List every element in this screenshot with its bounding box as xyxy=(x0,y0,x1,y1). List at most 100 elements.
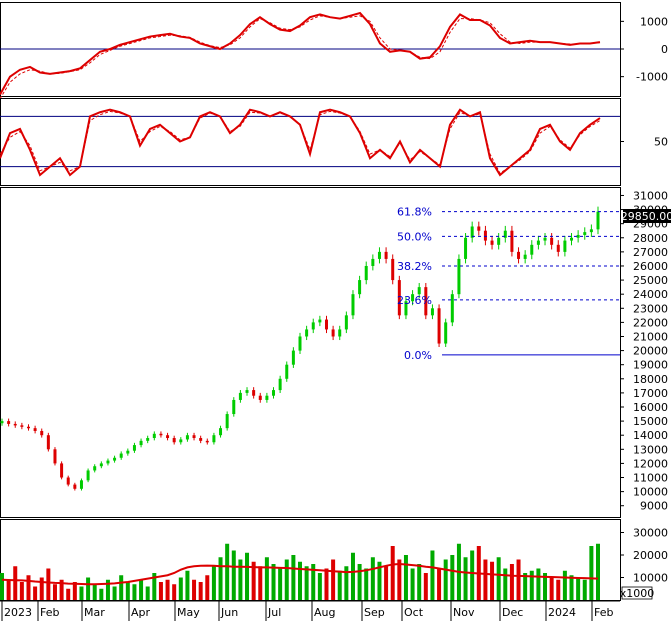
volume-bar xyxy=(99,588,104,600)
price-tick-label: 10000 xyxy=(633,486,668,499)
price-candle-body xyxy=(13,423,17,426)
price-candle-body xyxy=(166,435,170,439)
price-candle-body xyxy=(530,244,534,255)
price-tick-label: 9000 xyxy=(640,500,668,513)
volume-moving-average xyxy=(1,562,599,586)
volume-bar xyxy=(569,575,574,600)
volume-bar xyxy=(13,566,18,600)
price-frame xyxy=(0,187,621,518)
oscillator-top-series-1 xyxy=(0,11,601,96)
price-tick-label: 18000 xyxy=(633,373,668,386)
price-candle-body xyxy=(417,287,421,295)
price-tick-label: 21000 xyxy=(633,330,668,343)
price-candle-body xyxy=(113,457,117,461)
price-candle-body xyxy=(40,430,44,436)
oscillator-top-tick-label: -1000 xyxy=(636,71,668,84)
volume-bar xyxy=(231,550,236,600)
volume-bar xyxy=(344,566,349,600)
volume-bar xyxy=(192,579,197,600)
price-candle-body xyxy=(26,426,30,429)
time-axis-label: Feb xyxy=(594,606,613,619)
price-candle-body xyxy=(450,294,454,323)
price-tick-label: 26000 xyxy=(633,260,668,273)
volume-bar xyxy=(198,582,203,600)
oscillator-middle-series-2 xyxy=(0,110,601,175)
volume-bar xyxy=(112,586,117,600)
price-candle-body xyxy=(523,254,527,259)
price-candle-body xyxy=(517,251,521,259)
volume-bar xyxy=(264,557,269,600)
price-candle-body xyxy=(73,484,77,489)
price-candle-body xyxy=(424,287,428,316)
volume-bar xyxy=(496,557,501,600)
price-candle-body xyxy=(199,438,203,441)
price-candle-body xyxy=(285,364,289,379)
price-candle-body xyxy=(536,240,540,245)
volume-bar xyxy=(145,586,150,600)
volume-bar xyxy=(576,577,581,600)
volume-bar xyxy=(490,561,495,600)
volume-bar xyxy=(390,546,395,600)
volume-bar xyxy=(509,564,514,600)
price-candle-body xyxy=(245,390,249,393)
oscillator-middle-panel: 50 xyxy=(0,98,668,186)
price-candle-body xyxy=(0,421,4,424)
fibonacci-label: 61.8% xyxy=(397,206,432,219)
price-candle-body xyxy=(66,477,70,485)
volume-bar xyxy=(317,573,322,600)
volume-bar xyxy=(26,575,31,600)
volume-bar xyxy=(92,584,97,600)
price-candle-body xyxy=(291,350,295,365)
price-tick-label: 12000 xyxy=(633,457,668,470)
price-tick-label: 28000 xyxy=(633,232,668,245)
price-candle-body xyxy=(86,470,90,481)
volume-bar xyxy=(205,575,210,600)
price-candle-body xyxy=(272,390,276,396)
price-candle-body xyxy=(258,395,262,400)
price-candle-body xyxy=(570,237,574,241)
price-candle-body xyxy=(311,322,315,330)
time-axis-label: Jun xyxy=(220,606,238,619)
volume-bar xyxy=(225,543,230,600)
price-tick-label: 17000 xyxy=(633,387,668,400)
volume-bar xyxy=(6,579,11,600)
price-candle-body xyxy=(503,230,507,238)
volume-bar xyxy=(430,550,435,600)
price-candle-body xyxy=(377,251,381,259)
price-candle-body xyxy=(172,438,176,443)
price-candle-body xyxy=(358,280,362,295)
volume-bar xyxy=(450,555,455,600)
price-candle-body xyxy=(205,440,209,443)
price-tick-label: 25000 xyxy=(633,274,668,287)
price-candle-body xyxy=(371,258,375,266)
price-candle-body xyxy=(589,229,593,233)
price-candle-body xyxy=(232,399,236,415)
price-candle-body xyxy=(397,280,401,316)
price-candle-body xyxy=(139,440,143,446)
price-candle-body xyxy=(132,445,136,451)
volume-bar xyxy=(125,582,130,600)
price-candle-body xyxy=(179,439,183,443)
volume-bar xyxy=(483,559,488,600)
volume-bar xyxy=(172,584,177,600)
volume-bar xyxy=(337,570,342,600)
time-axis: 2023 Feb Mar Apr May Jun Jul Aug Sep Oct Nov Dec 202… xyxy=(0,600,620,621)
volume-bar xyxy=(39,577,44,600)
volume-tick-label: 10000 xyxy=(633,572,668,585)
price-candle-body xyxy=(483,230,487,241)
price-candle-body xyxy=(596,211,600,230)
volume-bar xyxy=(463,557,468,600)
time-axis-label: Feb xyxy=(40,606,59,619)
oscillator-middle-tick-label: 50 xyxy=(654,136,668,149)
price-tick-label: 24000 xyxy=(633,288,668,301)
price-candle-body xyxy=(53,449,57,464)
fibonacci-label: 23.6% xyxy=(397,294,432,307)
price-candle-body xyxy=(225,414,229,429)
time-axis-label: Jul xyxy=(267,606,281,619)
volume-bar xyxy=(33,586,38,600)
price-tick-label: 15000 xyxy=(633,415,668,428)
price-tick-label: 22000 xyxy=(633,316,668,329)
price-candle-body xyxy=(298,336,302,351)
